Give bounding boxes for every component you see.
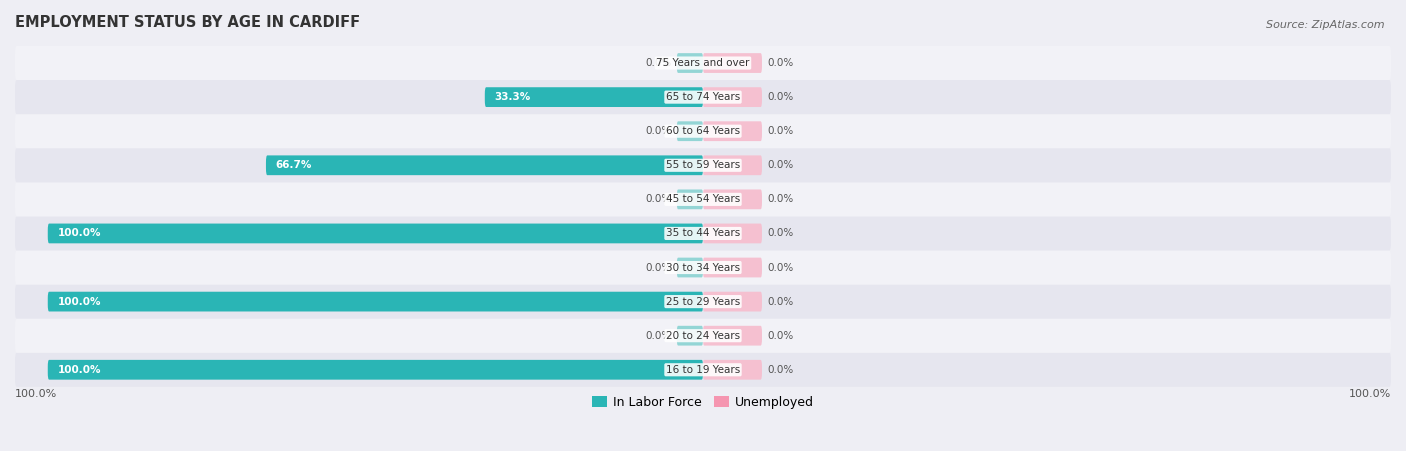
Text: 20 to 24 Years: 20 to 24 Years (666, 331, 740, 341)
Text: 60 to 64 Years: 60 to 64 Years (666, 126, 740, 136)
FancyBboxPatch shape (15, 216, 1391, 250)
Text: 45 to 54 Years: 45 to 54 Years (666, 194, 740, 204)
FancyBboxPatch shape (15, 319, 1391, 353)
Text: 0.0%: 0.0% (768, 365, 793, 375)
FancyBboxPatch shape (703, 53, 762, 73)
Text: 55 to 59 Years: 55 to 59 Years (666, 160, 740, 170)
Text: 0.0%: 0.0% (645, 194, 672, 204)
FancyBboxPatch shape (676, 326, 703, 345)
FancyBboxPatch shape (703, 87, 762, 107)
FancyBboxPatch shape (15, 80, 1391, 114)
Text: 25 to 29 Years: 25 to 29 Years (666, 297, 740, 307)
Text: 0.0%: 0.0% (768, 194, 793, 204)
Text: 100.0%: 100.0% (15, 389, 58, 399)
FancyBboxPatch shape (15, 250, 1391, 285)
FancyBboxPatch shape (676, 53, 703, 73)
Text: 30 to 34 Years: 30 to 34 Years (666, 262, 740, 272)
Text: EMPLOYMENT STATUS BY AGE IN CARDIFF: EMPLOYMENT STATUS BY AGE IN CARDIFF (15, 15, 360, 30)
FancyBboxPatch shape (48, 360, 703, 380)
Text: 0.0%: 0.0% (768, 331, 793, 341)
Text: 65 to 74 Years: 65 to 74 Years (666, 92, 740, 102)
Text: 0.0%: 0.0% (645, 262, 672, 272)
FancyBboxPatch shape (703, 292, 762, 312)
FancyBboxPatch shape (48, 224, 703, 244)
FancyBboxPatch shape (676, 258, 703, 277)
Text: 0.0%: 0.0% (768, 297, 793, 307)
Text: 0.0%: 0.0% (768, 229, 793, 239)
Text: 100.0%: 100.0% (58, 229, 101, 239)
FancyBboxPatch shape (15, 353, 1391, 387)
Text: 0.0%: 0.0% (645, 58, 672, 68)
Legend: In Labor Force, Unemployed: In Labor Force, Unemployed (586, 391, 820, 414)
Text: 66.7%: 66.7% (276, 160, 312, 170)
FancyBboxPatch shape (15, 285, 1391, 319)
Text: 0.0%: 0.0% (768, 160, 793, 170)
FancyBboxPatch shape (703, 156, 762, 175)
FancyBboxPatch shape (703, 189, 762, 209)
Text: 100.0%: 100.0% (58, 297, 101, 307)
FancyBboxPatch shape (15, 46, 1391, 80)
FancyBboxPatch shape (48, 292, 703, 312)
Text: 35 to 44 Years: 35 to 44 Years (666, 229, 740, 239)
Text: 0.0%: 0.0% (768, 92, 793, 102)
Text: 100.0%: 100.0% (58, 365, 101, 375)
FancyBboxPatch shape (485, 87, 703, 107)
FancyBboxPatch shape (676, 189, 703, 209)
Text: 0.0%: 0.0% (768, 262, 793, 272)
FancyBboxPatch shape (703, 224, 762, 244)
FancyBboxPatch shape (703, 258, 762, 277)
Text: 0.0%: 0.0% (768, 58, 793, 68)
FancyBboxPatch shape (266, 156, 703, 175)
Text: 0.0%: 0.0% (645, 331, 672, 341)
Text: 0.0%: 0.0% (768, 126, 793, 136)
FancyBboxPatch shape (15, 114, 1391, 148)
Text: 16 to 19 Years: 16 to 19 Years (666, 365, 740, 375)
Text: Source: ZipAtlas.com: Source: ZipAtlas.com (1267, 20, 1385, 30)
FancyBboxPatch shape (703, 360, 762, 380)
FancyBboxPatch shape (15, 148, 1391, 182)
FancyBboxPatch shape (703, 121, 762, 141)
Text: 75 Years and over: 75 Years and over (657, 58, 749, 68)
FancyBboxPatch shape (703, 326, 762, 345)
Text: 33.3%: 33.3% (495, 92, 531, 102)
FancyBboxPatch shape (676, 121, 703, 141)
Text: 100.0%: 100.0% (1348, 389, 1391, 399)
Text: 0.0%: 0.0% (645, 126, 672, 136)
FancyBboxPatch shape (15, 182, 1391, 216)
